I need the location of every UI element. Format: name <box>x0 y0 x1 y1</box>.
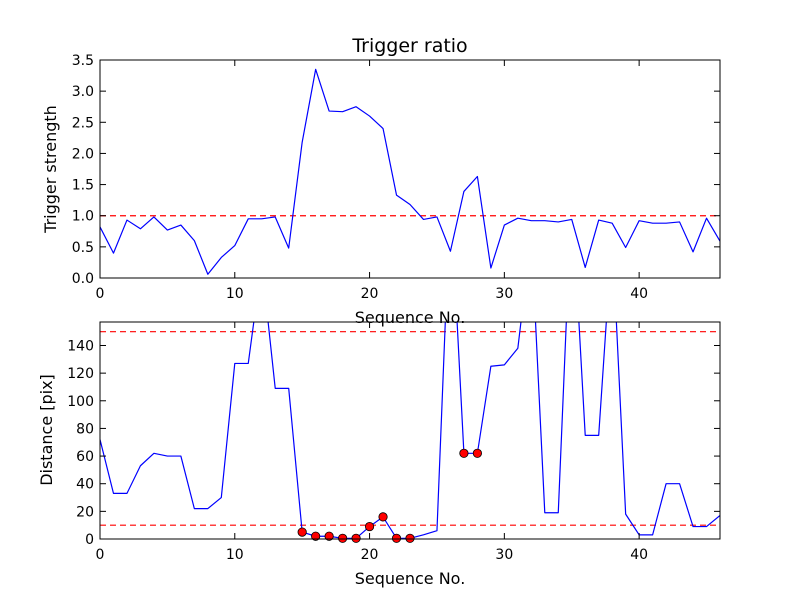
x-axis-label: Sequence No. <box>355 308 466 327</box>
x-tick-label: 20 <box>361 286 379 302</box>
x-tick-label: 30 <box>495 286 513 302</box>
x-tick-label: 0 <box>96 547 105 563</box>
chart-title: Trigger ratio <box>351 35 467 57</box>
data-point-marker <box>311 531 321 541</box>
x-tick-label: 10 <box>226 547 244 563</box>
x-tick-label: 0 <box>96 286 105 302</box>
series-line <box>100 68 720 275</box>
data-point-marker <box>351 533 361 543</box>
y-axis-label: Trigger strength <box>41 105 60 234</box>
data-point-marker <box>324 531 334 541</box>
y-tick-label: 3.0 <box>72 84 94 100</box>
series-group <box>100 68 720 275</box>
y-tick-label: 3.5 <box>72 53 94 69</box>
y-tick-label: 2.0 <box>72 146 94 162</box>
y-tick-label: 140 <box>67 338 94 354</box>
y-tick-label: 80 <box>76 421 94 437</box>
x-axis-label: Sequence No. <box>355 569 466 588</box>
y-ticks: 0.0 0.5 1.0 1.5 2.0 2.5 3.0 3.5 <box>72 53 720 287</box>
data-point-marker <box>405 533 415 543</box>
y-tick-label: 0.0 <box>72 271 94 287</box>
x-tick-label: 40 <box>630 547 648 563</box>
y-tick-label: 0 <box>85 532 94 548</box>
plot-frame <box>99 321 721 540</box>
y-tick-label: 1.5 <box>72 178 94 194</box>
y-ticks: 0 20 40 60 80 100 120 140 <box>67 338 720 548</box>
y-tick-label: 20 <box>76 504 94 520</box>
plot-frame <box>99 59 721 279</box>
trigger-ratio-chart: Trigger ratio 0 10 20 30 40 0.0 0.5 1.0 1.5 2.0 2… <box>41 35 721 327</box>
data-point-marker <box>378 512 388 522</box>
data-point-marker <box>297 527 307 537</box>
distance-chart: 0 10 20 30 40 0 20 40 60 80 100 120 140 Sequence No… <box>37 321 721 588</box>
y-axis-label: Distance [pix] <box>37 374 56 486</box>
reference-lines <box>100 331 720 526</box>
y-tick-label: 60 <box>76 449 94 465</box>
y-tick-label: 100 <box>67 394 94 410</box>
data-point-marker <box>391 533 402 543</box>
y-tick-label: 1.0 <box>72 209 94 225</box>
data-point-marker <box>472 448 482 458</box>
y-tick-label: 0.5 <box>72 240 94 256</box>
marker-group <box>297 448 482 543</box>
x-ticks: 0 10 20 30 40 <box>96 60 648 302</box>
x-tick-label: 20 <box>361 547 379 563</box>
y-tick-label: 120 <box>67 366 94 382</box>
y-tick-label: 40 <box>76 477 94 493</box>
x-tick-label: 30 <box>495 547 513 563</box>
data-point-marker <box>459 448 469 458</box>
x-tick-label: 40 <box>630 286 648 302</box>
x-ticks: 0 10 20 30 40 <box>96 322 648 563</box>
data-point-marker <box>364 521 375 532</box>
data-point-marker <box>338 533 348 543</box>
y-tick-label: 2.5 <box>72 115 94 131</box>
x-tick-label: 10 <box>226 286 244 302</box>
